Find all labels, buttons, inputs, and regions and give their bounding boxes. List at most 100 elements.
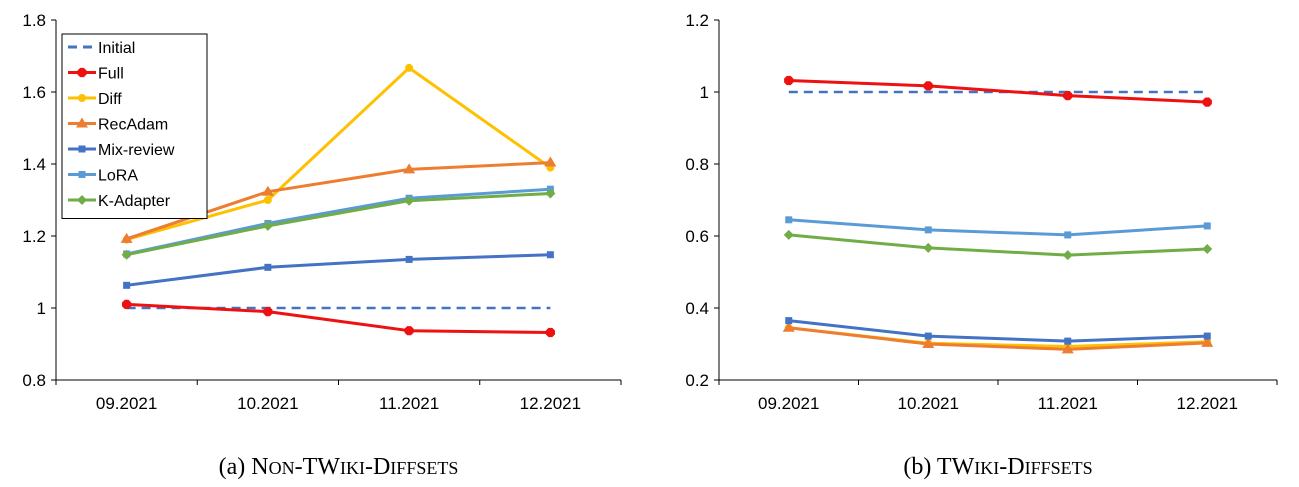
series-series-2 [784,75,1212,107]
data-point-mix-review [123,281,131,289]
chart-caption: (b) TWIKI-DIFFSETS [903,454,1092,480]
data-point-series-4 [1061,343,1074,354]
data-point-recadam [120,232,133,243]
x-tick-label: 09.2021 [96,394,157,413]
data-point-mix-review [405,255,413,263]
x-tick-label: 12.2021 [520,394,581,413]
data-point-series-6 [1203,222,1211,230]
legend-label: LoRA [98,168,138,185]
series-series-7 [783,229,1213,261]
data-point-diff [405,63,414,72]
x-tick-label: 11.2021 [379,394,439,413]
data-point-mix-review [264,263,272,271]
y-tick-label: 1.4 [22,155,46,174]
series-full [122,299,555,338]
y-tick-label: 0.8 [685,155,709,174]
data-point-k-adapter [262,220,273,231]
series-line-series-4 [788,326,1208,351]
legend-label: Full [98,66,124,83]
data-point-k-adapter [121,249,132,260]
legend-item-full: Full [68,66,124,83]
series-series-4 [782,321,1214,354]
chart-caption: (a) NON-TWIKI-DIFFSETS [219,454,459,480]
legend-item-initial: Initial [68,40,135,57]
data-point-series-7 [1202,243,1213,254]
series-line-series-2 [788,79,1208,104]
data-point-k-adapter [404,195,415,206]
legend-item-lora: LoRA [68,168,138,185]
series-line-mix-review [126,253,551,287]
y-tick-label: 0.8 [22,371,46,390]
data-point-series-2 [1202,97,1212,107]
data-point-series-5 [1203,332,1211,340]
series-line-diff [126,66,552,242]
x-tick-label: 11.2021 [1038,394,1098,413]
y-tick-label: 1 [37,299,46,318]
series-line-lora [126,187,551,256]
legend-marker [77,195,87,205]
data-point-series-7 [1062,250,1073,261]
data-point-series-6 [1064,231,1072,239]
data-point-diff [263,196,272,204]
legend-item-diff: Diff [68,91,122,108]
y-tick-label: 0.6 [685,227,709,246]
series-series-6 [785,216,1211,239]
y-tick-label: 1.6 [22,83,46,102]
legend-label: Mix-review [98,142,175,159]
data-point-recadam [403,163,416,174]
x-tick-label: 09.2021 [758,394,819,413]
x-tick-label: 12.2021 [1177,394,1238,413]
legend-marker [77,67,87,78]
legend-marker [78,94,86,102]
data-point-series-2 [1063,91,1073,101]
data-point-full [263,307,273,317]
legend-item-recadam: RecAdam [68,117,168,134]
series-line-series-6 [788,218,1208,237]
legend-item-k-adapter: K-Adapter [68,193,171,210]
chart-non-twiki-diffsets: 0.8 1 1.2 1.4 1.6 1.8 09.2021 10.2021 11.2021 12.… [22,11,622,480]
data-point-recadam [261,185,274,196]
series-k-adapter [121,188,556,260]
data-point-k-adapter [545,188,556,199]
data-point-series-4 [922,338,935,348]
data-point-mix-review [546,251,554,259]
legend-label: Diff [98,91,122,108]
data-point-series-5 [1064,337,1072,345]
data-point-series-7 [923,242,934,253]
legend-item-mix-review: Mix-review [68,142,175,159]
data-point-series-5 [785,317,793,325]
y-tick-label: 0.2 [685,371,709,390]
data-point-full [404,326,414,336]
data-point-series-7 [783,229,794,240]
data-point-full [545,327,555,338]
legend-marker [78,145,86,153]
legend-marker [76,117,88,128]
legend-label: K-Adapter [98,193,171,210]
data-point-series-2 [784,75,794,86]
series-line-full [126,302,551,334]
data-point-series-4 [1201,336,1214,347]
y-tick-label: 1.2 [685,11,709,30]
series-series-5 [785,317,1211,345]
series-mix-review [123,251,554,289]
series-line-series-7 [788,233,1208,257]
y-tick-label: 1 [700,83,709,102]
data-point-recadam [544,156,557,167]
y-tick-label: 1.8 [22,11,46,30]
x-tick-label: 10.2021 [898,394,959,413]
data-point-series-6 [924,226,932,234]
legend-label: Initial [98,40,135,57]
legend-marker [78,171,86,178]
chart-twiki-diffsets: 0.2 0.4 0.6 0.8 1 1.2 09.2021 10.2021 11.2021 12.… [685,11,1278,480]
data-point-series-6 [785,216,793,224]
legend: Initial Full Diff RecAdam Mix-review LoRA K-Ad… [61,33,208,219]
series-line-series-5 [788,319,1208,343]
legend-label: RecAdam [98,117,168,134]
data-point-series-4 [782,321,795,332]
data-point-series-2 [923,81,933,91]
data-point-series-5 [924,332,932,340]
y-tick-label: 1.2 [22,227,46,246]
data-point-full [122,299,132,309]
x-tick-label: 10.2021 [237,394,298,413]
y-tick-label: 0.4 [685,299,709,318]
